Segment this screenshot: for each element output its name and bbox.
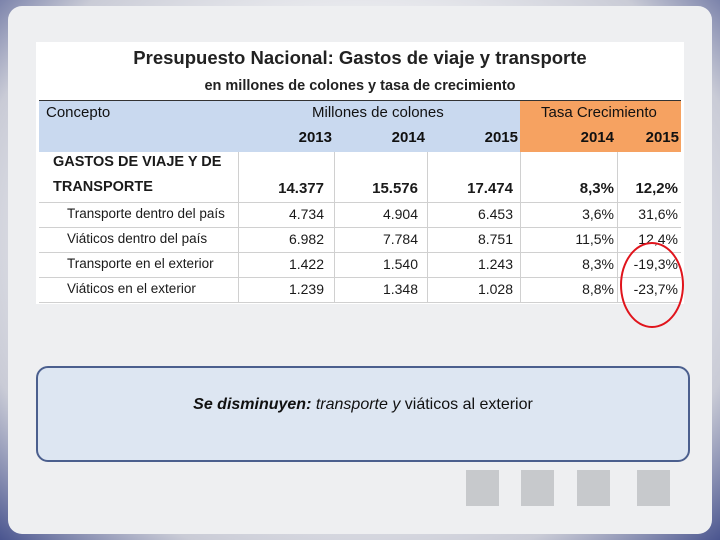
- header-growth: Tasa Crecimiento: [541, 104, 657, 121]
- header-concept: Concepto: [46, 104, 111, 121]
- row-value: 1.540: [382, 256, 418, 272]
- decorative-block: [637, 470, 670, 506]
- row-value: 1.239: [288, 281, 324, 297]
- row-label: Viáticos en el exterior: [67, 281, 196, 296]
- note-emphasis: Se disminuyen:: [193, 396, 312, 413]
- total-2013: 14.377: [278, 180, 324, 197]
- grid-line: [39, 202, 681, 203]
- row-value: 4.734: [288, 206, 324, 222]
- row-value: 1.422: [288, 256, 324, 272]
- row-label: Transporte en el exterior: [67, 256, 214, 271]
- decorative-block: [466, 470, 499, 506]
- row-value: 8,3%: [582, 256, 614, 272]
- row-value: 11,5%: [575, 231, 614, 247]
- header-top-line: [39, 100, 681, 101]
- header-year-2015: 2015: [484, 129, 518, 146]
- budget-table: Presupuesto Nacional: Gastos de viaje y …: [36, 42, 684, 304]
- table-subtitle: en millones de colones y tasa de crecimi…: [204, 78, 516, 94]
- header-year-2014: 2014: [391, 129, 425, 146]
- row-value: 8,8%: [582, 281, 614, 297]
- total-label-line2: TRANSPORTE: [53, 179, 153, 195]
- total-2015: 17.474: [467, 180, 513, 197]
- note-box: Se disminuyen: transporte y viáticos al …: [36, 366, 690, 462]
- total-growth-2015: 12,2%: [635, 180, 678, 197]
- row-value: 1.028: [477, 281, 513, 297]
- header-millions: Millones de colones: [312, 104, 444, 121]
- row-value: 6.453: [477, 206, 513, 222]
- note-italic: transporte y: [311, 396, 405, 413]
- grid-line: [39, 227, 681, 228]
- header-growth-year-2014: 2014: [580, 129, 614, 146]
- note-plain: viáticos al exterior: [404, 396, 533, 413]
- note-text: Se disminuyen: transporte y viáticos al …: [38, 396, 688, 414]
- header-blue-band: [39, 100, 520, 152]
- row-value: 4.904: [382, 206, 418, 222]
- row-value: 31,6%: [638, 206, 678, 222]
- row-value: 12,4%: [638, 231, 678, 247]
- header-year-2013: 2013: [298, 129, 332, 146]
- row-value: 1.243: [477, 256, 513, 272]
- grid-line: [39, 252, 681, 253]
- table-title: Presupuesto Nacional: Gastos de viaje y …: [133, 47, 587, 68]
- total-growth-2014: 8,3%: [579, 180, 614, 197]
- total-2014: 15.576: [372, 180, 418, 197]
- row-value: 1.348: [382, 281, 418, 297]
- row-value: 8.751: [477, 231, 513, 247]
- header-orange-band: [520, 100, 681, 152]
- total-label-line1: GASTOS DE VIAJE Y DE: [53, 154, 222, 170]
- row-label: Transporte dentro del país: [67, 206, 225, 221]
- row-value: 6.982: [288, 231, 324, 247]
- row-value: 3,6%: [582, 206, 614, 222]
- grid-line: [39, 302, 681, 303]
- highlight-circle: [620, 242, 684, 328]
- row-label: Viáticos dentro del país: [67, 231, 208, 246]
- header-growth-year-2015: 2015: [645, 129, 679, 146]
- decorative-block: [521, 470, 554, 506]
- decorative-block: [577, 470, 610, 506]
- row-value: 7.784: [382, 231, 418, 247]
- grid-line: [39, 277, 681, 278]
